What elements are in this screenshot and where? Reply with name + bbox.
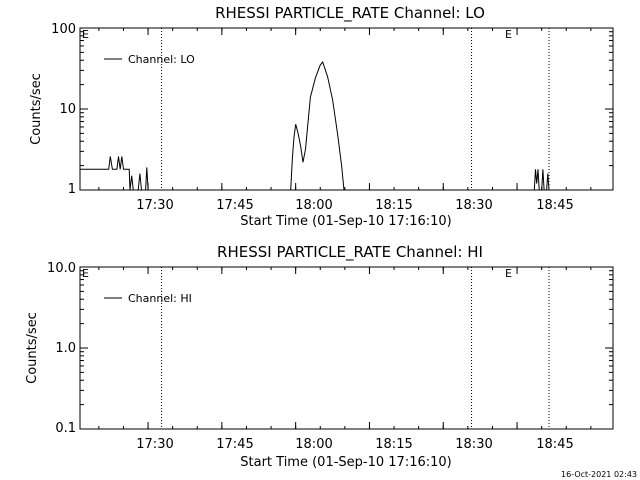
y-axis-label: Counts/sec: [25, 312, 40, 384]
y-tick-label: 10: [59, 102, 76, 117]
e-marker: E: [82, 267, 89, 280]
series-line: [80, 60, 550, 191]
x-tick-label: 18:30: [455, 437, 492, 452]
x-tick-label: 18:15: [375, 437, 412, 452]
chart-panel-hi: RHESSI PARTICLE_RATE Channel: HI Counts/…: [25, 243, 614, 470]
chart-legend: Channel: HI: [104, 292, 192, 305]
x-tick-label: 17:30: [136, 437, 173, 452]
legend-label: Channel: LO: [128, 53, 195, 66]
series-group: [80, 60, 550, 191]
x-tick-label: 18:45: [536, 437, 573, 452]
e-marker: E: [505, 267, 512, 280]
chart-panel-lo: RHESSI PARTICLE_RATE Channel: LO Counts/…: [29, 4, 614, 229]
dotted-time-markers: [161, 28, 550, 190]
x-tick-label: 17:45: [216, 437, 253, 452]
y-tick-label: 100: [51, 22, 76, 37]
y-tick-label: 0.1: [55, 421, 76, 436]
legend-label: Channel: HI: [128, 292, 192, 305]
x-tick-label: 17:45: [216, 198, 253, 213]
e-marker: E: [82, 28, 89, 41]
y-tick-label: 1.0: [55, 341, 76, 356]
chart-legend: Channel: LO: [104, 53, 195, 66]
e-marker: E: [505, 28, 512, 41]
dotted-time-markers: [161, 267, 550, 429]
x-tick-label: 18:30: [455, 198, 492, 213]
y-tick-label: 1: [68, 182, 76, 197]
axis-ticks: [80, 27, 613, 191]
y-tick-label: 10.0: [47, 261, 76, 276]
x-tick-label: 18:45: [536, 198, 573, 213]
chart-title: RHESSI PARTICLE_RATE Channel: LO: [215, 4, 485, 23]
generation-timestamp: 16-Oct-2021 02:43: [561, 470, 637, 479]
axis-ticks: [80, 266, 613, 430]
x-tick-label: 18:00: [295, 198, 332, 213]
x-axis-label: Start Time (01-Sep-10 17:16:10): [240, 214, 451, 229]
chart-title: RHESSI PARTICLE_RATE Channel: HI: [217, 243, 483, 262]
x-tick-label: 18:15: [375, 198, 412, 213]
y-axis-label: Counts/sec: [29, 73, 44, 145]
x-tick-label: 17:30: [136, 198, 173, 213]
x-axis-label: Start Time (01-Sep-10 17:16:10): [240, 455, 451, 470]
x-tick-label: 18:00: [295, 437, 332, 452]
